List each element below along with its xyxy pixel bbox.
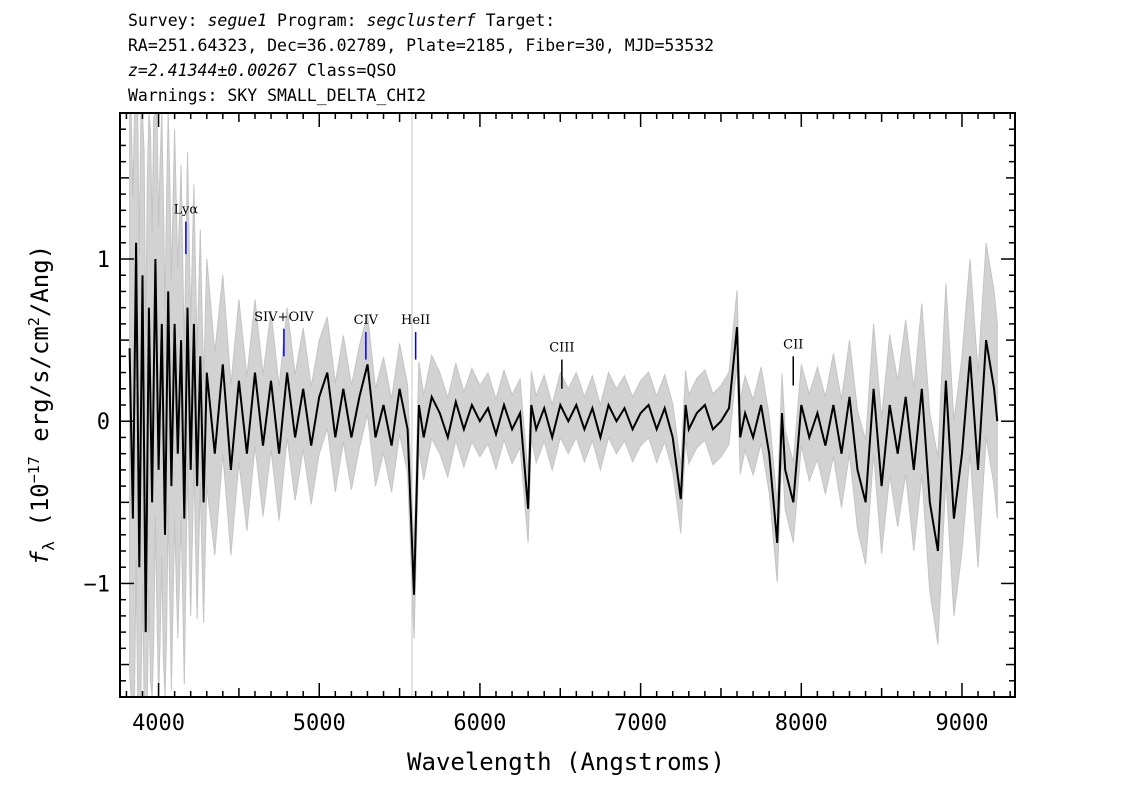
x-axis-title: Wavelength (Angstroms) [407,748,725,776]
header-line-2: RA=251.64323, Dec=36.02789, Plate=2185, … [128,36,715,55]
y-axis-exp1: −17 [25,456,43,483]
class-value: Class=QSO [296,61,397,80]
annotation-label: HeII [401,313,430,328]
x-tick-label: 9000 [935,711,988,736]
annotation-label: CII [783,337,803,352]
survey-value: segue1 [207,11,268,30]
y-tick-label: −1 [84,572,111,597]
emission-line-annotations: Lyα SIV+OIV CIV HeII CIII CII [174,203,803,389]
x-tick-label: 4000 [132,711,185,736]
y-axis-pre: (10 [26,483,54,541]
annotation-label: CIII [549,341,574,356]
flux-series [128,242,999,633]
x-tick-label: 8000 [775,711,828,736]
header-line-3: z=2.41344±0.00267 Class=QSO [128,60,396,82]
y-axis-sub: λ [39,541,58,551]
x-tick-label: 7000 [614,711,667,736]
header-line-4: Warnings: SKY SMALL_DELTA_CHI2 [128,86,427,105]
survey-key: Survey: [128,11,208,30]
annotation-label: CIV [354,313,379,328]
axis-ticks: 4000 5000 6000 7000 8000 9000 −1 0 1 [84,113,1015,736]
target-key: Target: [475,11,556,30]
y-axis-f: f [26,550,54,565]
y-axis-exp2: 2 [25,317,43,326]
y-axis-post: /Ang) [26,245,54,317]
y-axis-title: fλ (10−17 erg/s/cm2/Ang) [25,245,58,565]
y-tick-label: 1 [97,248,110,273]
noise-envelope-series [129,112,998,698]
y-tick-label: 0 [97,410,110,435]
y-axis-mid: erg/s/cm [26,326,54,456]
x-tick-label: 6000 [453,711,506,736]
program-value: segclusterf [366,11,476,30]
annotation-label: Lyα [174,203,199,218]
annotation-label: SIV+OIV [254,310,314,325]
redshift-value: z=2.41344±0.00267 [128,61,297,80]
program-key: Program: [267,11,367,30]
x-tick-label: 5000 [293,711,346,736]
header-line-1: Survey: segue1 Program: segclusterf Targ… [128,10,555,32]
